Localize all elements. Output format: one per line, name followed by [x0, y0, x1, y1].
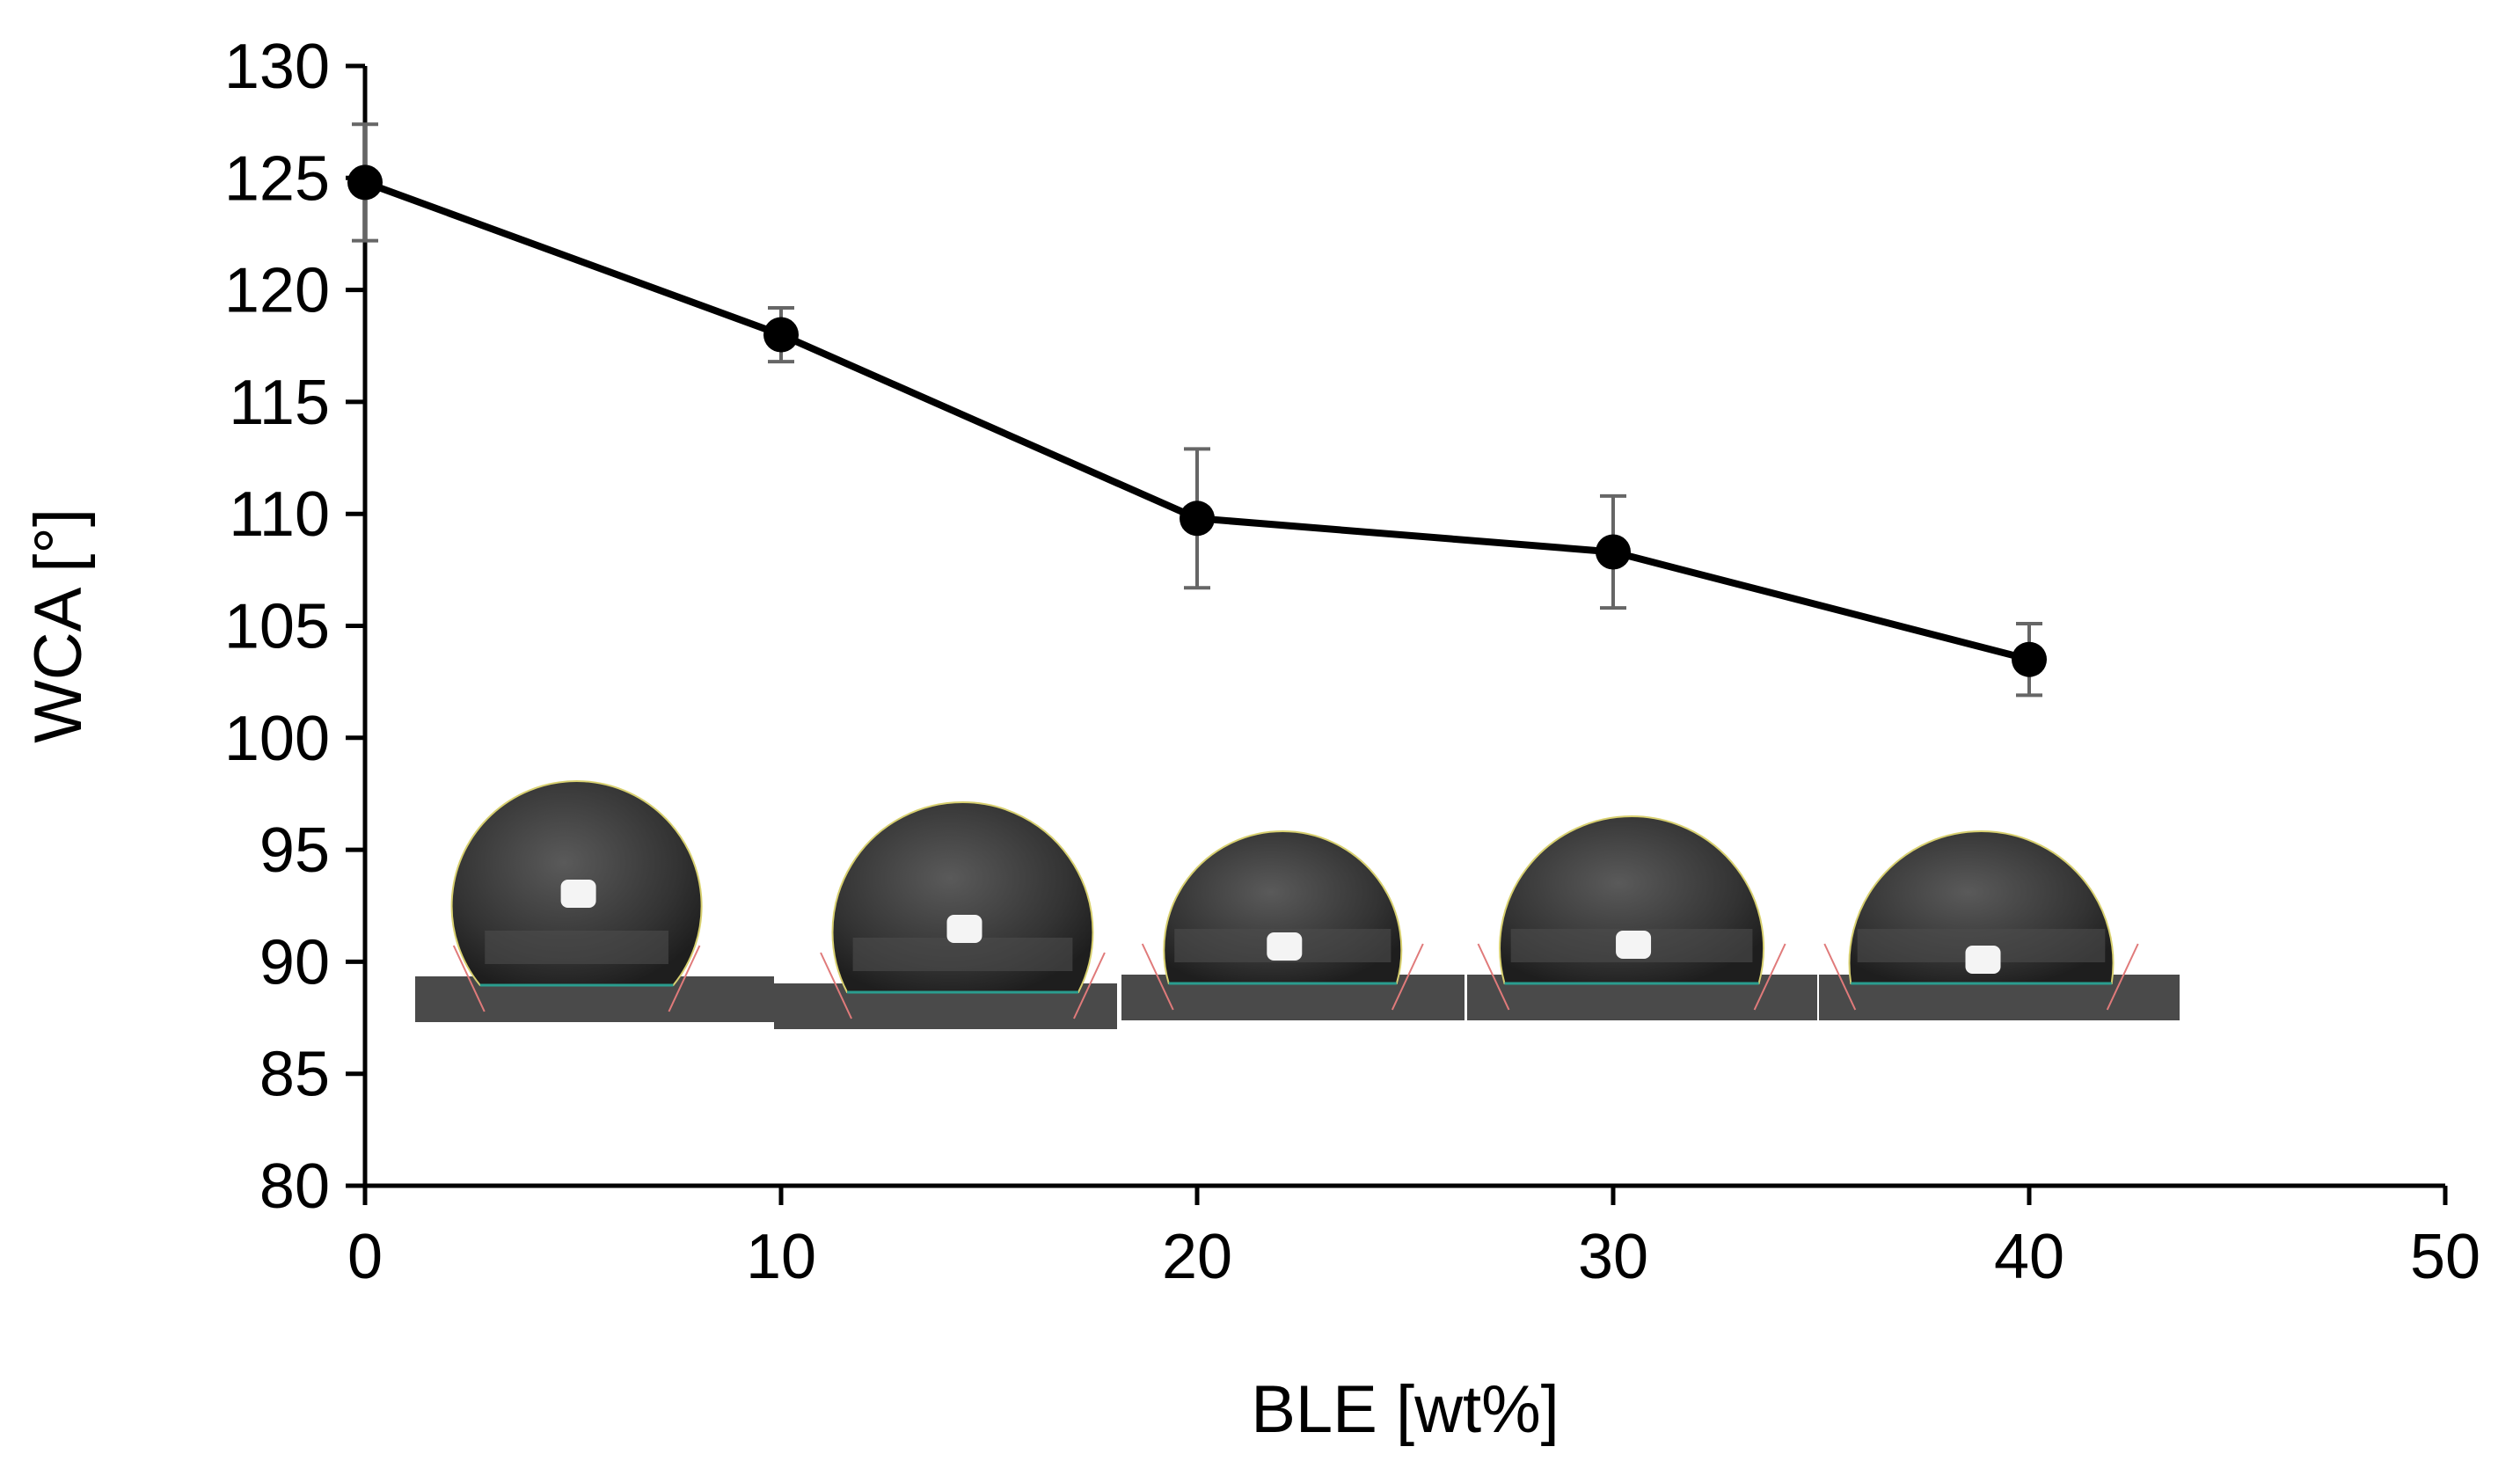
highlight: [1616, 931, 1652, 959]
highlight: [560, 880, 596, 908]
tangent-right: [1391, 943, 1424, 1011]
x-tick-label: 40: [1994, 1222, 2064, 1292]
tangent-right: [668, 945, 701, 1012]
droplet-image: [1819, 830, 2180, 1020]
droplet-inset-images: [415, 780, 2180, 1029]
y-tick-label: 90: [259, 927, 330, 997]
droplet-image: [1121, 829, 1465, 1020]
y-tick-label: 115: [229, 368, 330, 438]
data-point: [1596, 534, 1631, 570]
reflection-band: [852, 938, 1073, 971]
y-tick-label: 100: [224, 704, 330, 774]
data-point: [347, 164, 383, 201]
x-axis-title: BLE [wt%]: [1251, 1372, 1559, 1447]
x-tick-label: 10: [746, 1222, 816, 1292]
tangent-left: [452, 945, 486, 1012]
error-bars: [352, 122, 2042, 698]
reflection-band: [485, 931, 668, 964]
x-tick-label: 50: [2410, 1222, 2480, 1292]
data-point: [1180, 501, 1215, 537]
tangent-left: [820, 952, 852, 1019]
tangent-right: [1753, 943, 1786, 1011]
y-tick-label: 120: [224, 256, 330, 326]
y-axis-title: WCA [°]: [21, 508, 96, 743]
y-tick-label: 125: [224, 143, 330, 214]
data-point: [763, 317, 799, 353]
highlight: [946, 915, 982, 943]
x-tick-label: 30: [1578, 1222, 1648, 1292]
y-tick-label: 130: [224, 32, 330, 102]
tangent-right: [2106, 943, 2139, 1011]
y-tick-label: 80: [259, 1151, 330, 1222]
tangent-left: [1141, 943, 1174, 1011]
x-tick-label: 20: [1162, 1222, 1232, 1292]
data-series: [347, 164, 2047, 677]
y-tick-label: 95: [259, 815, 330, 886]
y-tick-label: 110: [229, 479, 330, 550]
tangent-left: [1823, 943, 1857, 1011]
data-point: [2012, 641, 2047, 677]
highlight: [1965, 946, 2001, 974]
y-tick-label: 105: [224, 592, 330, 662]
tangent-left: [1477, 943, 1510, 1011]
droplet-image: [774, 800, 1117, 1029]
x-tick-label: 0: [347, 1222, 383, 1292]
tangent-right: [1073, 952, 1106, 1019]
chart-axes: 80 85 90 95 100 105 110 115 120 125 130 0 10 20 30 40 50: [224, 32, 2480, 1292]
highlight: [1267, 932, 1303, 961]
droplet-image: [1467, 815, 1817, 1020]
droplet-image: [415, 780, 774, 1022]
y-tick-label: 85: [259, 1040, 330, 1110]
